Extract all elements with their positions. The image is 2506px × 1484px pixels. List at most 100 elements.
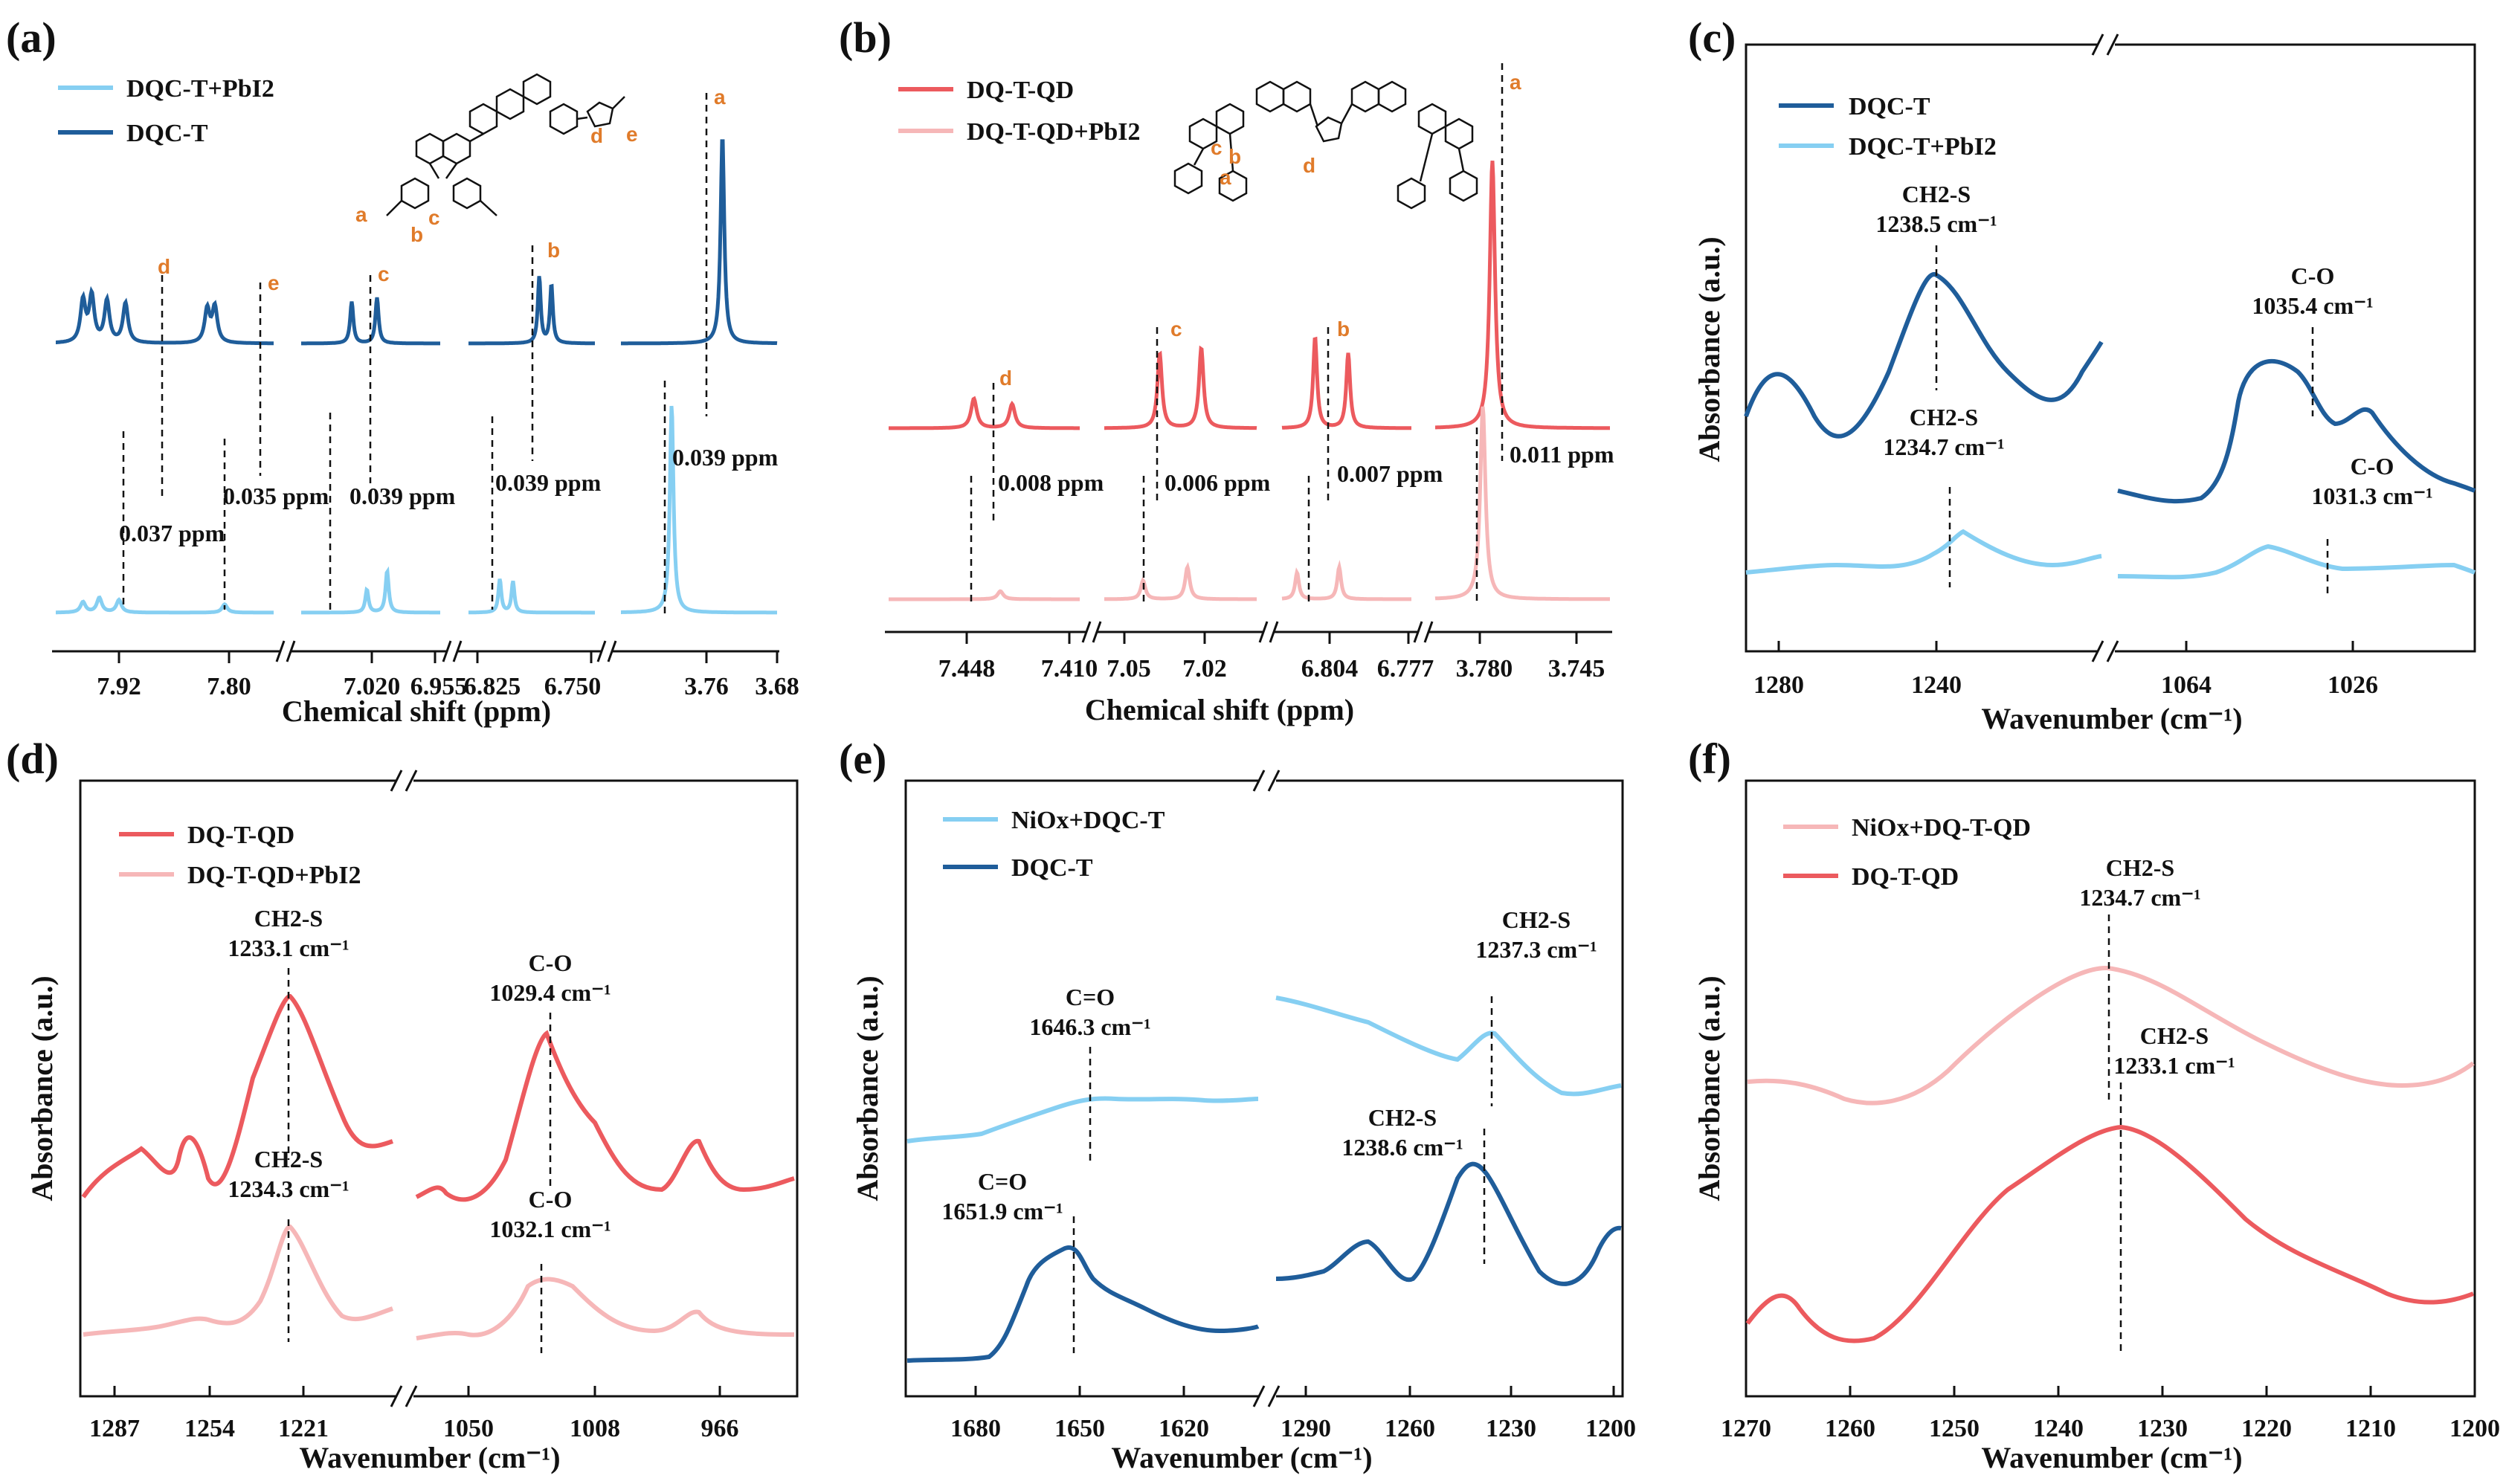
- panel-label-b: (b): [839, 13, 892, 62]
- y-axis-title-e: Absorbance (a.u.): [851, 975, 884, 1201]
- panel-label-e: (e): [839, 735, 886, 783]
- panel-d: (d) 1287 1254 1221 1050 1008 966 Wavenum…: [6, 735, 799, 1474]
- shift-label: 0.039 ppm: [350, 483, 456, 509]
- tick-label: 3.68: [755, 673, 799, 700]
- peak-letter: c: [1211, 136, 1223, 159]
- legend-c: DQC-T DQC-T+PbI2: [1779, 93, 1997, 161]
- shift-guides-a: [122, 93, 708, 617]
- peak-letter: e: [268, 271, 280, 294]
- legend-label: DQC-T+PbI2: [1849, 133, 1997, 161]
- ticks-c: [1777, 641, 2354, 651]
- tick-label: 1254: [184, 1415, 235, 1442]
- series-e: [906, 996, 1622, 1363]
- legend-label: DQ-T-QD: [187, 822, 294, 849]
- y-axis-title-f: Absorbance (a.u.): [1692, 975, 1726, 1201]
- annotation-value: 1234.7 cm⁻¹: [2079, 884, 2200, 911]
- tick-label: 3.745: [1548, 655, 1605, 683]
- series-line: [1275, 1161, 1622, 1286]
- x-axis-title-c: Wavenumber (cm⁻¹): [1981, 702, 2242, 735]
- series-line: [906, 1096, 1259, 1143]
- tick-label: 6.825: [464, 673, 521, 700]
- annotation-value: 1035.4 cm⁻¹: [2252, 292, 2373, 319]
- peak-guides-e: [1072, 996, 1493, 1353]
- legend-label: DQC-T: [1011, 854, 1093, 882]
- shift-label: 0.006 ppm: [1165, 469, 1271, 496]
- spectrum-line: [1434, 406, 1610, 601]
- annotation-group: CH2-S: [1910, 404, 1978, 430]
- peak-guides-f: [2107, 914, 2122, 1353]
- legend-e: NiOx+DQC-T DQC-T: [943, 807, 1165, 882]
- spectrum-line: [468, 578, 595, 615]
- axis-breaks-c: [2091, 33, 2119, 662]
- peak-letter: d: [590, 124, 603, 147]
- series-line: [1275, 996, 1622, 1097]
- spectrum-line: [621, 139, 778, 346]
- tick-label: 1221: [278, 1415, 329, 1442]
- plot-frame-d: [79, 779, 799, 1398]
- spectrum-line: [468, 276, 595, 346]
- peak-letter: d: [1303, 154, 1315, 177]
- peak-letter: e: [626, 123, 638, 146]
- tick-label: 6.750: [544, 673, 602, 700]
- x-axis-title-a: Chemical shift (ppm): [282, 694, 551, 728]
- axis-breaks-e: [1252, 770, 1281, 1407]
- tick-label: 1280: [1753, 671, 1804, 699]
- series-line: [415, 1030, 795, 1202]
- legend-d: DQ-T-QD DQ-T-QD+PbI2: [119, 822, 361, 889]
- peak-letter: b: [410, 223, 423, 246]
- panel-e: (e) 1680 1650 1620 1290 1260 1230 1200 W…: [839, 735, 1636, 1474]
- peak-letter: a: [1220, 166, 1231, 189]
- shift-label: 0.039 ppm: [672, 444, 779, 471]
- annotation-value: 1646.3 cm⁻¹: [1029, 1013, 1150, 1040]
- annotation-value: 1031.3 cm⁻¹: [2311, 483, 2432, 509]
- tick-label: 1050: [443, 1415, 494, 1442]
- axis-breaks-a: [275, 640, 617, 662]
- annotation-value: 1233.1 cm⁻¹: [2113, 1052, 2235, 1079]
- tick-label: 1680: [950, 1415, 1001, 1442]
- tick-label: 1270: [1721, 1415, 1771, 1442]
- peak-letter: a: [355, 203, 367, 226]
- axis-breaks-d: [390, 770, 418, 1407]
- legend-label: DQC-T+PbI2: [126, 75, 274, 103]
- annotation-group: CH2-S: [1368, 1104, 1437, 1131]
- tick-label: 7.020: [344, 673, 401, 700]
- spectrum-line: [1281, 560, 1411, 601]
- legend-b: DQ-T-QD DQ-T-QD+PbI2: [898, 77, 1140, 146]
- annotation-value: 1234.7 cm⁻¹: [1883, 433, 2004, 460]
- annotation-group: CH2-S: [1502, 906, 1571, 933]
- annotation-value: 1237.3 cm⁻¹: [1475, 936, 1597, 963]
- peak-letter: b: [547, 239, 560, 262]
- panel-f: (f) 1270 1260 1250 1240 1230 1220 1210 1200 Wav…: [1688, 735, 2500, 1474]
- peak-letter: c: [428, 206, 440, 229]
- peak-letter: b: [1228, 145, 1241, 168]
- annotation-group: CH2-S: [2140, 1022, 2209, 1049]
- shift-label: 0.037 ppm: [119, 520, 225, 546]
- series-line: [906, 1245, 1260, 1363]
- annotation-group: C-O: [529, 949, 573, 976]
- tick-label: 6.804: [1301, 655, 1359, 683]
- spectrum-line: [1104, 561, 1257, 601]
- y-axis-title-d: Absorbance (a.u.): [25, 975, 59, 1201]
- tick-label: 1026: [2328, 671, 2378, 699]
- tick-label: 1260: [1385, 1415, 1435, 1442]
- annotation-value: 1651.9 cm⁻¹: [941, 1198, 1063, 1225]
- ticks-e: [974, 1386, 1615, 1396]
- spectrum-line: [56, 285, 274, 346]
- panel-label-d: (d): [6, 735, 59, 783]
- tick-label: 7.80: [207, 673, 251, 700]
- annotation-value: 1238.6 cm⁻¹: [1341, 1134, 1463, 1161]
- peak-letter: b: [1337, 317, 1350, 341]
- spectrum-line: [889, 396, 1080, 430]
- legend-label: DQC-T: [1849, 93, 1930, 120]
- spectrum-line: [889, 589, 1080, 601]
- tick-label: 1064: [2161, 671, 2212, 699]
- tick-label: 6.777: [1377, 655, 1434, 683]
- ticks-d: [113, 1386, 721, 1396]
- shift-label: 0.011 ppm: [1510, 441, 1614, 468]
- legend-label: DQC-T: [126, 120, 208, 147]
- peak-guides-d: [287, 968, 552, 1353]
- x-axis-title-b: Chemical shift (ppm): [1085, 693, 1354, 726]
- annotation-value: 1032.1 cm⁻¹: [489, 1216, 611, 1242]
- x-axis-title-e: Wavenumber (cm⁻¹): [1111, 1441, 1372, 1474]
